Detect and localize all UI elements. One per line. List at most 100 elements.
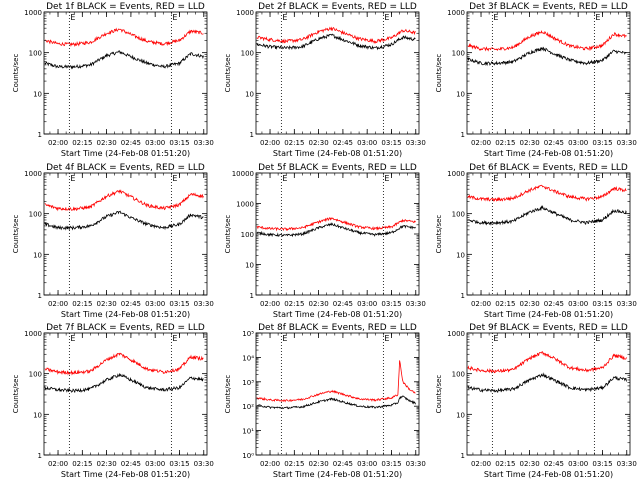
x-tick-label: 02:45 [333, 460, 353, 468]
plot-frame [255, 332, 420, 456]
y-axis-label: Counts/sec [224, 54, 232, 93]
time-marker-label: E [282, 334, 287, 343]
chart-title: Det 3f BLACK = Events, RED = LLD [469, 2, 628, 12]
x-tick-label: 03:00 [145, 139, 165, 147]
y-tick-label: 1000 [447, 330, 465, 338]
chart-title: Det 6f BLACK = Events, RED = LLD [469, 163, 628, 173]
chart-title: Det 1f BLACK = Events, RED = LLD [46, 2, 205, 12]
x-tick-label: 03:00 [357, 300, 377, 308]
y-tick-label: 10³ [242, 379, 254, 387]
x-tick-label: 02:00 [471, 139, 491, 147]
plot-frame [466, 11, 631, 135]
x-axis-label: Start Time (24-Feb-08 01:51:20) [61, 310, 190, 319]
x-tick-label: 02:45 [121, 139, 141, 147]
x-tick-label: 03:30 [617, 300, 637, 308]
y-tick-label: 10⁵ [242, 330, 254, 338]
y-tick-label: 1 [461, 452, 465, 460]
series-line-events [44, 210, 204, 231]
y-tick-label: 1 [38, 292, 42, 300]
plot-frame [255, 11, 420, 135]
series-line-events [256, 395, 416, 410]
series-line-lld [44, 352, 204, 376]
y-axis-label: Counts/sec [12, 215, 20, 254]
y-axis-label: Counts/sec [224, 215, 232, 254]
time-marker-label: E [493, 334, 498, 343]
x-axis-label: Start Time (24-Feb-08 01:51:20) [273, 470, 402, 479]
x-tick-label: 02:45 [544, 300, 564, 308]
x-tick-label: 03:30 [406, 300, 426, 308]
y-tick-label: 100 [452, 50, 465, 58]
x-tick-label: 03:00 [145, 300, 165, 308]
chart-title: Det 5f BLACK = Events, RED = LLD [258, 163, 417, 173]
series-line-events [467, 205, 627, 226]
x-tick-label: 02:15 [495, 139, 515, 147]
y-tick-label: 100 [452, 211, 465, 219]
chart-panel-4: Det 4f BLACK = Events, RED = LLD Counts/s… [12, 163, 214, 319]
x-tick-label: 02:45 [121, 460, 141, 468]
time-marker-label: E [172, 334, 177, 343]
x-tick-label: 03:30 [194, 300, 214, 308]
x-tick-label: 03:15 [169, 460, 189, 468]
plot-frame [466, 332, 631, 456]
x-tick-label: 02:00 [48, 300, 68, 308]
time-marker-label: E [493, 13, 498, 22]
series-line-events [44, 50, 204, 70]
x-tick-label: 02:15 [72, 460, 92, 468]
x-tick-label: 02:30 [97, 460, 117, 468]
x-tick-label: 03:30 [194, 460, 214, 468]
time-marker-label: E [493, 174, 498, 183]
x-tick-label: 02:30 [520, 300, 540, 308]
x-tick-label: 03:15 [169, 139, 189, 147]
x-tick-label: 02:30 [520, 139, 540, 147]
y-axis-label: Counts/sec [435, 215, 443, 254]
time-marker-label: E [384, 334, 389, 343]
chart-panel-8: Det 8f BLACK = Events, RED = LLD Counts/s… [224, 323, 426, 479]
x-tick-label: 03:30 [617, 460, 637, 468]
y-axis-label: Counts/sec [224, 375, 232, 414]
series-line-events [44, 372, 204, 394]
y-tick-label: 10¹ [242, 428, 254, 436]
x-tick-label: 02:45 [333, 139, 353, 147]
time-marker-label: E [70, 13, 75, 22]
x-axis-label: Start Time (24-Feb-08 01:51:20) [484, 470, 613, 479]
plot-frame [43, 11, 208, 135]
x-tick-label: 03:00 [568, 300, 588, 308]
x-tick-label: 03:00 [357, 460, 377, 468]
series-line-lld [467, 351, 627, 374]
x-tick-label: 02:00 [260, 460, 280, 468]
y-tick-label: 10² [242, 403, 254, 411]
y-tick-label: 10 [33, 90, 42, 98]
series-line-lld [256, 26, 416, 44]
y-tick-label: 100 [241, 231, 254, 239]
x-axis-label: Start Time (24-Feb-08 01:51:20) [61, 149, 190, 158]
series-line-lld [467, 184, 627, 202]
series-line-lld [467, 30, 627, 52]
y-tick-label: 10 [245, 262, 254, 270]
x-tick-label: 02:15 [495, 300, 515, 308]
x-tick-label: 02:15 [72, 300, 92, 308]
chart-title: Det 7f BLACK = Events, RED = LLD [46, 323, 205, 333]
x-axis-label: Start Time (24-Feb-08 01:51:20) [484, 310, 613, 319]
x-tick-label: 02:30 [309, 300, 329, 308]
time-marker-label: E [172, 13, 177, 22]
time-marker-label: E [595, 174, 600, 183]
x-tick-label: 02:45 [121, 300, 141, 308]
series-line-lld [256, 360, 416, 403]
chart-panel-9: Det 9f BLACK = Events, RED = LLD Counts/s… [435, 323, 637, 479]
y-tick-label: 10 [33, 411, 42, 419]
y-tick-label: 10000 [232, 170, 254, 178]
time-marker-label: E [70, 334, 75, 343]
x-tick-label: 02:00 [471, 460, 491, 468]
x-tick-label: 03:15 [381, 139, 401, 147]
x-tick-label: 02:00 [48, 139, 68, 147]
plot-frame [43, 332, 208, 456]
x-tick-label: 03:30 [406, 139, 426, 147]
x-tick-label: 03:30 [617, 139, 637, 147]
y-tick-label: 1000 [236, 201, 254, 209]
chart-title: Det 2f BLACK = Events, RED = LLD [258, 2, 417, 12]
chart-panel-7: Det 7f BLACK = Events, RED = LLD Counts/s… [12, 323, 214, 479]
x-tick-label: 02:30 [309, 139, 329, 147]
x-tick-label: 03:15 [592, 300, 612, 308]
x-tick-label: 02:30 [309, 460, 329, 468]
